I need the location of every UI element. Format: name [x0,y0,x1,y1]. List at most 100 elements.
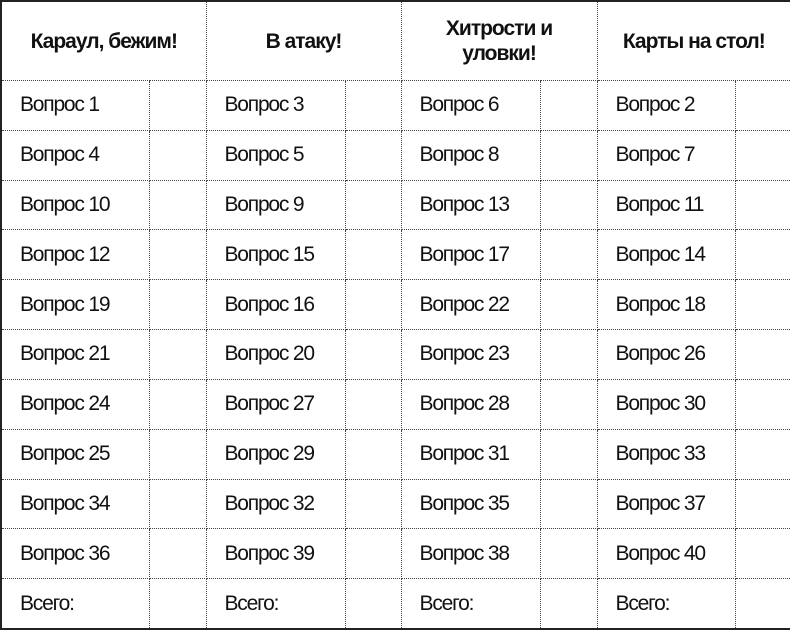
question-label: Вопрос 4 [0,129,150,181]
total-cell[interactable] [734,578,790,630]
answer-cell[interactable] [344,80,402,131]
question-label: Вопрос 29 [205,428,346,480]
question-label: Вопрос 18 [596,279,736,331]
question-label: Вопрос 13 [400,179,541,231]
column-header: Хитрости и уловки! [400,0,598,81]
table-row: Вопрос 1 Вопрос 3 Вопрос 6 Вопрос 2 [0,80,790,131]
answer-cell[interactable] [344,378,402,430]
answer-cell[interactable] [148,329,207,380]
question-label: Вопрос 30 [596,378,736,430]
table-row: Вопрос 12 Вопрос 15 Вопрос 17 Вопрос 14 [0,229,790,281]
table-row: Вопрос 21 Вопрос 20 Вопрос 23 Вопрос 26 [0,329,790,380]
answer-cell[interactable] [734,129,790,181]
total-cell[interactable] [148,578,207,630]
answer-cell[interactable] [734,428,790,480]
table-row: Вопрос 10 Вопрос 9 Вопрос 13 Вопрос 11 [0,179,790,231]
answer-cell[interactable] [148,179,207,231]
question-label: Вопрос 2 [596,80,736,131]
answer-cell[interactable] [148,229,207,281]
question-label: Вопрос 14 [596,229,736,281]
answer-cell[interactable] [539,229,598,281]
question-label: Вопрос 31 [400,428,541,480]
question-label: Вопрос 23 [400,329,541,380]
question-label: Вопрос 25 [0,428,150,480]
answer-cell[interactable] [734,279,790,331]
answer-cell[interactable] [734,478,790,530]
table-row: Вопрос 19 Вопрос 16 Вопрос 22 Вопрос 18 [0,279,790,331]
total-row: Всего: Всего: Всего: Всего: [0,578,790,630]
question-label: Вопрос 10 [0,179,150,231]
question-label: Вопрос 1 [0,80,150,131]
question-label: Вопрос 22 [400,279,541,331]
answer-cell[interactable] [734,80,790,131]
question-label: Вопрос 9 [205,179,346,231]
answer-cell[interactable] [344,528,402,580]
question-label: Вопрос 39 [205,528,346,580]
answer-cell[interactable] [344,129,402,181]
answer-cell[interactable] [344,478,402,530]
question-label: Вопрос 40 [596,528,736,580]
column-header-text: Хитрости и уловки! [445,17,553,65]
table-row: Вопрос 36 Вопрос 39 Вопрос 38 Вопрос 40 [0,528,790,580]
answer-cell[interactable] [344,279,402,331]
total-cell[interactable] [344,578,402,630]
total-label: Всего: [205,578,346,630]
answer-cell[interactable] [344,329,402,380]
question-label: Вопрос 33 [596,428,736,480]
question-label: Вопрос 34 [0,478,150,530]
answer-cell[interactable] [734,528,790,580]
question-label: Вопрос 26 [596,329,736,380]
answer-cell[interactable] [539,528,598,580]
answer-cell[interactable] [148,378,207,430]
answer-cell[interactable] [344,428,402,480]
answer-cell[interactable] [148,528,207,580]
total-label: Всего: [596,578,736,630]
question-label: Вопрос 3 [205,80,346,131]
question-label: Вопрос 11 [596,179,736,231]
column-header: Карты на стол! [596,0,790,81]
answer-cell[interactable] [539,129,598,181]
answer-cell[interactable] [539,179,598,231]
answer-cell[interactable] [539,428,598,480]
answer-cell[interactable] [734,378,790,430]
answer-cell[interactable] [539,378,598,430]
answer-cell[interactable] [148,129,207,181]
table-row: Вопрос 25 Вопрос 29 Вопрос 31 Вопрос 33 [0,428,790,480]
question-label: Вопрос 19 [0,279,150,331]
question-label: Вопрос 36 [0,528,150,580]
question-label: Вопрос 24 [0,378,150,430]
table-row: Вопрос 24 Вопрос 27 Вопрос 28 Вопрос 30 [0,378,790,430]
answer-cell[interactable] [539,329,598,380]
answer-cell[interactable] [148,428,207,480]
question-label: Вопрос 32 [205,478,346,530]
answer-cell[interactable] [344,229,402,281]
total-label: Всего: [0,578,150,630]
question-label: Вопрос 17 [400,229,541,281]
answer-cell[interactable] [539,478,598,530]
total-cell[interactable] [539,578,598,630]
question-label: Вопрос 37 [596,478,736,530]
question-label: Вопрос 8 [400,129,541,181]
answer-cell[interactable] [734,329,790,380]
question-label: Вопрос 5 [205,129,346,181]
answer-cell[interactable] [539,279,598,331]
answer-cell[interactable] [344,179,402,231]
answer-cell[interactable] [734,179,790,231]
question-label: Вопрос 21 [0,329,150,380]
answer-cell[interactable] [148,80,207,131]
column-header: В атаку! [205,0,402,81]
question-label: Вопрос 15 [205,229,346,281]
question-label: Вопрос 12 [0,229,150,281]
question-label: Вопрос 28 [400,378,541,430]
table-row: Вопрос 34 Вопрос 32 Вопрос 35 Вопрос 37 [0,478,790,530]
question-label: Вопрос 16 [205,279,346,331]
question-label: Вопрос 27 [205,378,346,430]
question-label: Вопрос 35 [400,478,541,530]
answer-cell[interactable] [539,80,598,131]
answer-cell[interactable] [734,229,790,281]
column-header: Караул, бежим! [0,0,207,81]
question-label: Вопрос 20 [205,329,346,380]
answer-cell[interactable] [148,279,207,331]
answer-cell[interactable] [148,478,207,530]
